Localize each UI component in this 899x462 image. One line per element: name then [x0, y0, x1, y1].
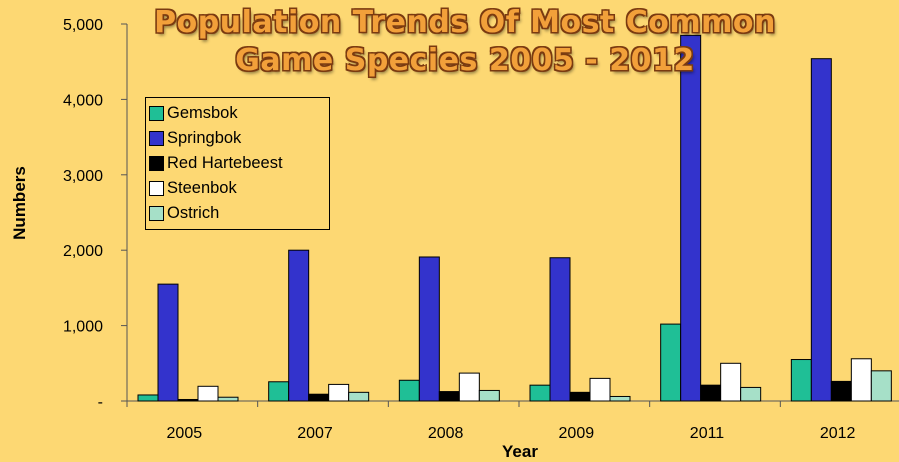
bar-red-hartebeest-2012	[830, 380, 852, 402]
legend: Gemsbok Springbok Red Hartebeest Steenbo…	[145, 97, 330, 230]
legend-item-red-hartebeest: Red Hartebeest	[149, 151, 329, 176]
bar-gemsbok-2007	[268, 381, 290, 402]
bar-red-hartebeest-2008	[438, 391, 460, 402]
legend-label: Ostrich	[167, 204, 220, 222]
legend-item-ostrich: Ostrich	[149, 201, 329, 226]
legend-swatch	[149, 106, 164, 121]
bar-gemsbok-2009	[529, 384, 551, 402]
legend-swatch	[149, 156, 164, 171]
x-tick-label: 2012	[820, 425, 856, 442]
x-tick-label: 2011	[690, 425, 725, 442]
legend-swatch	[149, 206, 164, 221]
bar-springbok-2012	[810, 58, 832, 402]
bar-steenbok-2008	[458, 372, 480, 402]
x-tick-label: 2005	[167, 425, 203, 442]
bar-ostrich-2005	[217, 396, 239, 402]
bar-springbok-2005	[157, 283, 179, 402]
chart-title-line-2: Game Species 2005 - 2012	[235, 43, 695, 78]
bar-steenbok-2005	[197, 385, 219, 402]
legend-swatch	[149, 131, 164, 146]
y-tick-label: 4,000	[63, 92, 103, 109]
bars	[137, 34, 892, 402]
legend-item-steenbok: Steenbok	[149, 176, 329, 201]
x-tick-label: 2007	[297, 425, 333, 442]
bar-red-hartebeest-2007	[308, 393, 330, 402]
bar-steenbok-2012	[850, 358, 872, 402]
bar-steenbok-2007	[328, 383, 350, 402]
legend-item-gemsbok: Gemsbok	[149, 101, 329, 126]
x-axis: 2005 2007 2008 2009 2011 2012	[126, 400, 899, 442]
bar-gemsbok-2012	[790, 359, 812, 402]
x-tick-label: 2008	[428, 425, 464, 442]
legend-label: Gemsbok	[167, 104, 238, 122]
legend-label: Steenbok	[167, 179, 237, 197]
y-tick-label: 2,000	[63, 243, 103, 260]
bar-ostrich-2007	[348, 391, 370, 402]
bar-ostrich-2009	[609, 395, 631, 402]
bar-red-hartebeest-2005	[177, 398, 199, 402]
legend-label: Springbok	[167, 129, 242, 147]
bar-steenbok-2011	[720, 362, 742, 402]
y-tick-label: -	[98, 394, 103, 411]
y-axis: - 1,000 2,000 3,000 4,000 5,000	[63, 17, 128, 411]
y-tick-label: 5,000	[63, 17, 103, 34]
x-tick-label: 2009	[559, 425, 595, 442]
bar-red-hartebeest-2011	[700, 384, 722, 402]
y-tick-label: 1,000	[63, 319, 103, 336]
bar-springbok-2011	[680, 34, 702, 402]
bar-gemsbok-2008	[398, 379, 420, 402]
bar-gemsbok-2011	[660, 323, 682, 402]
bar-ostrich-2011	[740, 386, 762, 402]
bar-springbok-2009	[549, 257, 571, 402]
y-axis-label: Numbers	[10, 166, 29, 240]
legend-label: Red Hartebeest	[167, 154, 283, 172]
y-tick-label: 3,000	[63, 168, 103, 185]
legend-swatch	[149, 181, 164, 196]
bar-gemsbok-2005	[137, 394, 159, 402]
chart-title-line-1: Population Trends Of Most Common	[154, 5, 776, 40]
x-axis-label: Year	[502, 442, 538, 461]
bar-springbok-2008	[418, 256, 440, 402]
bar-red-hartebeest-2009	[569, 391, 591, 402]
chart-title: Population Trends Of Most Common Game Sp…	[115, 4, 815, 80]
bar-springbok-2007	[288, 249, 310, 402]
bar-steenbok-2009	[589, 377, 611, 402]
bar-ostrich-2012	[870, 370, 892, 402]
legend-item-springbok: Springbok	[149, 126, 329, 151]
bar-ostrich-2008	[478, 389, 500, 402]
